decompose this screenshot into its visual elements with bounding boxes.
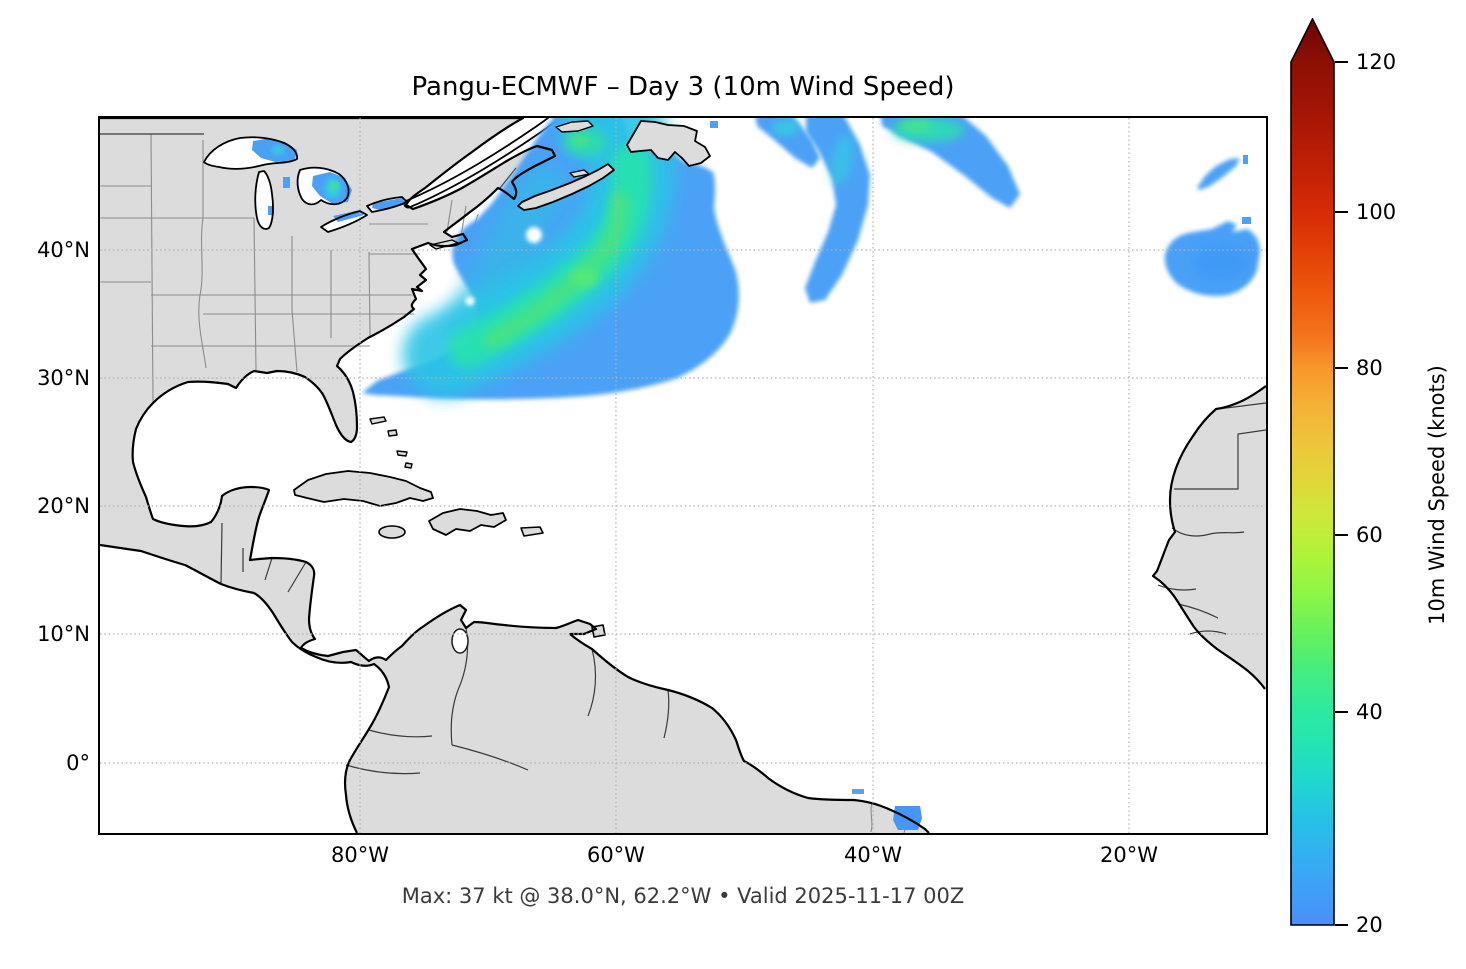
- y-tick-label: 0°: [66, 751, 90, 775]
- coastlines: [100, 118, 1266, 833]
- wind-hole-2: [465, 296, 475, 306]
- wind-lake-superior-core: [271, 145, 285, 155]
- colorbar-axis-label: 10m Wind Speed (knots): [1425, 365, 1449, 625]
- wind-blob-ne-core: [1194, 244, 1250, 280]
- wind-speck-newfoundland: [710, 121, 718, 128]
- country-borders: [100, 133, 1266, 775]
- colorbar-gradient: [1290, 17, 1335, 926]
- hispaniola-island: [429, 509, 506, 535]
- map-canvas: [100, 118, 1266, 833]
- wind-green-core: [483, 191, 630, 349]
- colorbar-tick-mark: [1335, 533, 1348, 536]
- colorbar-tick-mark: [1335, 211, 1348, 214]
- newfoundland-island: [626, 120, 711, 167]
- y-tick-label: 10°N: [37, 622, 90, 646]
- graticule: [100, 118, 1266, 833]
- colorbar-bar: [1291, 62, 1334, 925]
- figure-title: Pangu-ECMWF – Day 3 (10m Wind Speed): [411, 72, 955, 102]
- wind-band-nc-green: [900, 119, 932, 133]
- x-tick-label: 40°W: [844, 843, 903, 867]
- colorbar-tick-mark: [1335, 61, 1348, 63]
- jamaica-island: [379, 526, 405, 538]
- colorbar: 120 100 80 60 40 20: [1290, 17, 1466, 948]
- islands-over-wind: [429, 120, 711, 250]
- wind-speck-1: [1243, 155, 1248, 164]
- y-tick-label: 30°N: [37, 365, 90, 390]
- y-tick-label: 20°N: [37, 494, 90, 519]
- x-tick-label: 20°W: [1099, 843, 1158, 867]
- bahamas-islands: [370, 417, 412, 468]
- colorbar-outline: [1290, 17, 1335, 926]
- colorbar-tick-mark: [1335, 924, 1348, 926]
- wind-streak-2: [805, 118, 870, 303]
- colorbar-extend-arrow: [1291, 19, 1334, 62]
- anticosti-island: [555, 120, 594, 133]
- wind-lake-erie-patch: [333, 210, 364, 222]
- wind-max-spot: [570, 268, 598, 288]
- prince-edward-island: [569, 169, 590, 178]
- lake-maracaibo: [451, 628, 469, 654]
- colorbar-tick-label: 120: [1356, 50, 1397, 74]
- x-tick-label: 80°W: [331, 843, 390, 867]
- y-tick-label: 40°N: [37, 237, 90, 262]
- x-tick-label: 60°W: [586, 843, 645, 867]
- wind-lake-ontario-patch: [372, 198, 406, 210]
- wind-streak-ne-atlantic: [1197, 158, 1240, 190]
- wind-lake-michigan-patch: [283, 177, 290, 188]
- wind-streak-1: [755, 118, 820, 168]
- wind-hole-1: [526, 227, 542, 243]
- colorbar-tick-label: 60: [1356, 522, 1383, 547]
- colorbar-tick-label: 40: [1356, 699, 1383, 724]
- wind-speck-2: [1242, 217, 1251, 224]
- wind-georgian-bay-green: [330, 182, 338, 190]
- wind-lake-michigan-patch-2: [268, 206, 274, 215]
- state-borders: [100, 133, 906, 833]
- wind-brazil-dash: [852, 789, 864, 794]
- wind-gulf-stl-green: [571, 134, 589, 146]
- st-lawrence-river: [405, 118, 557, 207]
- wind-streak-1-core: [772, 120, 800, 136]
- colorbar-tick-label: 20: [1356, 913, 1383, 937]
- colorbar-tick-label: 80: [1356, 356, 1383, 381]
- colorbar-tick-label: 100: [1356, 200, 1397, 225]
- colorbar-tick-mark: [1335, 367, 1348, 370]
- nova-scotia-island: [517, 163, 615, 211]
- caption: Max: 37 kt @ 38.0°N, 62.2°W • Valid 2025…: [401, 884, 965, 908]
- wind-streak-2-core: [830, 134, 854, 186]
- colorbar-tick-mark: [1335, 710, 1348, 713]
- americas-mainland: [100, 118, 929, 833]
- map-axes: [98, 116, 1268, 835]
